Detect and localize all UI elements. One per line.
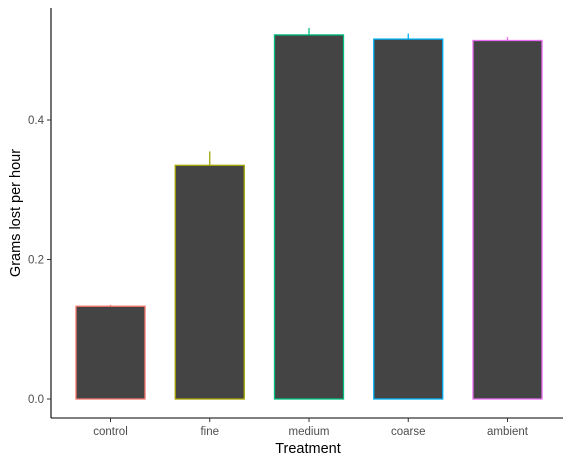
bar-control — [75, 305, 146, 400]
bars — [75, 34, 543, 400]
x-axis-title: Treatment — [275, 441, 341, 457]
y-axis-ticks: 0.0 0.2 0.4 — [28, 115, 51, 406]
bar-fine — [174, 164, 245, 400]
x-tick-label-fine: fine — [200, 426, 219, 438]
y-tick-label-2: 0.4 — [28, 115, 45, 127]
y-tick-label-1: 0.2 — [28, 255, 44, 267]
bar-ambient — [472, 39, 543, 400]
axes — [50, 8, 563, 419]
x-axis-ticks: control fine medium coarse ambient — [93, 418, 529, 438]
x-tick-label-medium: medium — [289, 426, 330, 438]
x-tick-label-control: control — [93, 426, 128, 438]
y-tick-label-0: 0.0 — [28, 394, 44, 406]
bar-coarse — [373, 38, 444, 400]
x-tick-label-coarse: coarse — [391, 426, 426, 438]
y-axis-title: Grams lost per hour — [8, 149, 24, 277]
bar-medium — [273, 34, 345, 400]
x-tick-label-ambient: ambient — [487, 426, 529, 438]
